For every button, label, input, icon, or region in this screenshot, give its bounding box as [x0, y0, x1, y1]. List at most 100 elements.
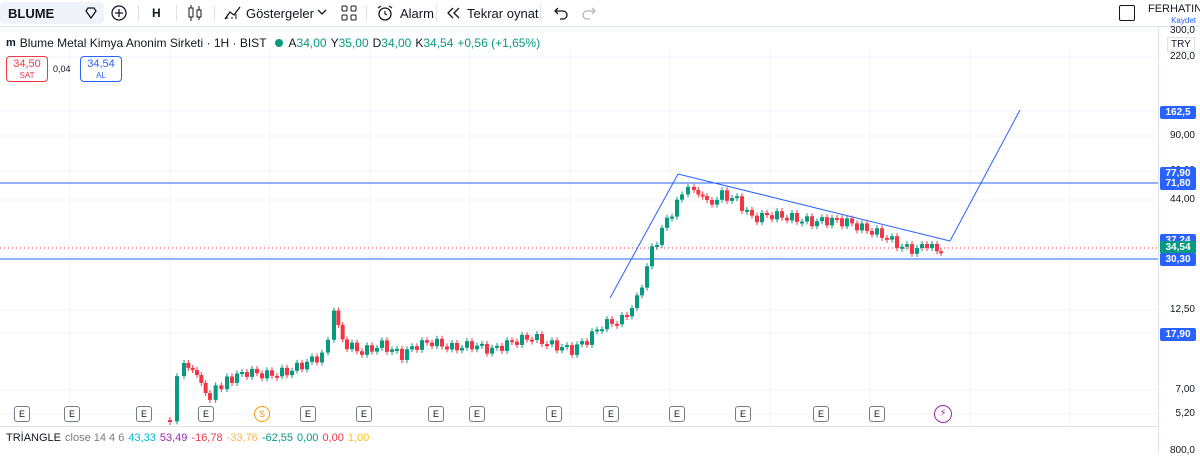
candle [630, 308, 634, 317]
candle [460, 347, 464, 351]
replay-button[interactable]: Tekrar oynat [446, 0, 539, 26]
candle [870, 230, 874, 235]
candle [565, 345, 569, 348]
candle [515, 341, 519, 345]
price-tag: 17,90 [1160, 328, 1196, 341]
candle [285, 367, 289, 376]
candle [935, 243, 939, 252]
candle [815, 221, 819, 227]
legend-high: 35,00 [338, 36, 369, 50]
candle [505, 340, 509, 351]
earnings-event-icon[interactable]: E [813, 406, 829, 422]
candle [545, 344, 549, 347]
candle [213, 385, 218, 400]
currency-selector[interactable]: TRY [1167, 37, 1195, 52]
candle [190, 367, 195, 371]
candle [425, 340, 429, 343]
compare-add-icon[interactable] [110, 4, 128, 22]
alarm-button[interactable]: Alarm [376, 0, 434, 26]
candle [250, 368, 254, 377]
price-tag: 34,54 [1160, 241, 1196, 254]
candle [555, 340, 559, 351]
candle [875, 228, 879, 235]
sell-button[interactable]: 34,50 SAT [6, 56, 48, 82]
candle [440, 338, 444, 347]
earnings-event-icon[interactable]: E [300, 406, 316, 422]
candle [225, 376, 229, 390]
candle [510, 340, 514, 343]
earnings-event-icon[interactable]: E [869, 406, 885, 422]
candle [795, 213, 799, 222]
candle [590, 331, 594, 345]
candle [905, 244, 909, 247]
earnings-event-icon[interactable]: E [14, 406, 30, 422]
price-chart[interactable] [0, 27, 1158, 452]
candle [450, 343, 454, 350]
earnings-event-icon[interactable]: E [428, 406, 444, 422]
sell-price: 34,50 [13, 58, 41, 70]
earnings-event-icon[interactable]: E [356, 406, 372, 422]
candle [730, 197, 734, 201]
earnings-event-icon[interactable]: E [546, 406, 562, 422]
candle [345, 339, 349, 350]
fullscreen-checkbox[interactable] [1119, 5, 1135, 21]
candle [780, 211, 784, 218]
user-menu[interactable]: FERHATIN Kaydet [1148, 4, 1200, 26]
candle [880, 228, 884, 238]
legend-low-key: D [372, 36, 382, 50]
candle [585, 341, 589, 345]
candle [785, 217, 789, 221]
candle [745, 209, 749, 212]
candle [405, 349, 409, 360]
candle [696, 189, 701, 195]
candle [195, 370, 199, 376]
earnings-event-icon[interactable]: E [469, 406, 485, 422]
indicator-params: close 14 4 6 [65, 432, 125, 444]
symbol-search[interactable]: BLUME [0, 2, 104, 24]
candle [520, 334, 524, 345]
candle [410, 346, 414, 350]
candle [490, 347, 494, 354]
candles-icon[interactable] [186, 4, 204, 22]
candle [332, 310, 336, 340]
candle [605, 319, 609, 330]
chevron-down-icon[interactable] [316, 6, 328, 20]
interval-button[interactable]: H [152, 6, 161, 20]
redo-icon[interactable] [582, 5, 598, 21]
replay-label: Tekrar oynat [467, 5, 539, 21]
candle [168, 420, 172, 422]
candle [375, 347, 379, 352]
indicators-button[interactable]: Göstergeler [224, 0, 314, 26]
candle [775, 211, 779, 220]
earnings-event-icon[interactable]: E [136, 406, 152, 422]
candle [920, 244, 924, 248]
indicators-icon [224, 6, 241, 20]
candle [865, 223, 869, 231]
candle [890, 236, 894, 240]
undo-icon[interactable] [552, 5, 568, 21]
save-button[interactable]: Kaydet [1171, 16, 1196, 25]
candle [925, 244, 929, 248]
indicator-value: 0,00 [297, 432, 319, 444]
candle [625, 315, 629, 318]
candle [595, 329, 599, 332]
price-label: 90,00 [1169, 130, 1195, 141]
legend-close: 34,54 [423, 36, 454, 50]
candle [770, 215, 774, 220]
candle [260, 373, 264, 379]
candle [645, 266, 649, 288]
favorite-icon[interactable] [84, 6, 98, 20]
earnings-event-icon[interactable]: E [735, 406, 751, 422]
earnings-event-icon[interactable]: E [603, 406, 619, 422]
price-label: 300,0 [1169, 25, 1195, 36]
lightning-event-icon[interactable]: ⚡ [934, 405, 952, 423]
split-event-icon[interactable]: S [254, 406, 270, 422]
earnings-event-icon[interactable]: E [669, 406, 685, 422]
earnings-event-icon[interactable]: E [64, 406, 80, 422]
candle [825, 217, 829, 226]
layouts-icon[interactable] [340, 4, 358, 22]
candle [295, 362, 299, 371]
earnings-event-icon[interactable]: E [198, 406, 214, 422]
candle [400, 348, 404, 360]
buy-button[interactable]: 34,54 AL [80, 56, 122, 82]
